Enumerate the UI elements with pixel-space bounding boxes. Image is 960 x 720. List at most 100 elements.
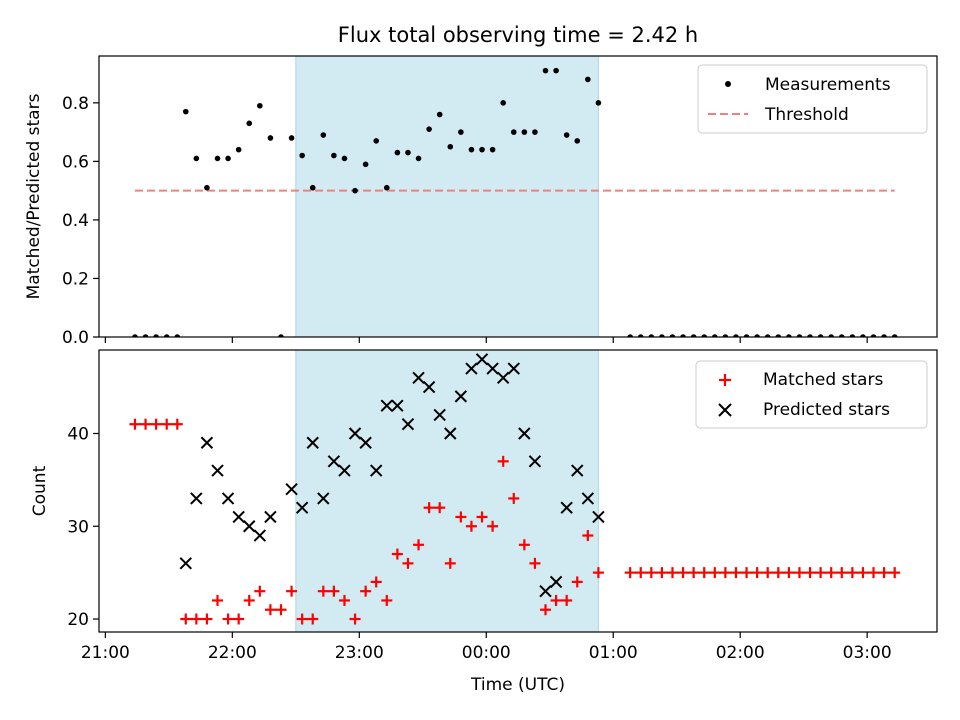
measurement-point <box>362 161 369 168</box>
matched-star-point <box>275 604 287 616</box>
measurement-point <box>331 152 337 159</box>
matched-star-point <box>878 567 890 579</box>
matched-star-point <box>317 585 329 597</box>
measurement-point <box>838 334 845 337</box>
top-y-tick-label: 0.0 <box>62 328 89 348</box>
measurement-point <box>849 334 856 337</box>
measurement-point <box>775 334 782 337</box>
bottom-y-axis-label: Count <box>30 465 50 516</box>
bottom-plot-area <box>129 353 901 625</box>
measurement-point <box>352 187 358 194</box>
matched-star-point <box>476 511 488 523</box>
measurement-point <box>288 135 295 141</box>
measurement-point <box>574 138 581 144</box>
bottom-axes-frame <box>98 349 938 633</box>
predicted-star-point <box>560 501 573 514</box>
matched-star-point <box>140 418 152 430</box>
predicted-star-point <box>295 501 309 514</box>
matched-star-point <box>360 585 372 597</box>
predicted-star-point <box>539 584 552 598</box>
predicted-star-point <box>422 380 436 394</box>
measurement-point <box>394 149 401 156</box>
matched-star-point <box>508 492 520 504</box>
predicted-star-point <box>179 557 192 570</box>
matched-star-point <box>677 567 689 579</box>
x-tick-label: 00:00 <box>462 643 511 663</box>
bottom-observing-band <box>295 349 599 633</box>
measurement-point <box>447 143 454 150</box>
measurement-point <box>648 334 655 337</box>
predicted-star-point <box>571 464 584 477</box>
matched-star-point <box>666 567 678 579</box>
bottom-legend-box <box>695 360 928 429</box>
measurement-point <box>701 334 708 337</box>
matched-star-point <box>709 567 721 579</box>
legend-matched-label: Matched stars <box>763 370 883 390</box>
measurement-point <box>828 334 834 337</box>
matched-star-point <box>413 539 425 551</box>
matched-star-point <box>423 502 435 514</box>
x-tick-label: 21:00 <box>81 643 130 663</box>
matched-star-point <box>635 567 647 579</box>
measurement-point <box>743 334 750 337</box>
matched-star-point <box>391 548 403 560</box>
matched-star-point <box>540 604 552 616</box>
x-tick-label: 22:00 <box>208 643 257 663</box>
legend-predicted-marker <box>718 403 732 417</box>
matched-star-point <box>434 502 446 514</box>
bottom-y-tick-label: 30 <box>67 517 89 537</box>
matched-star-point <box>688 567 700 579</box>
measurement-point <box>214 155 221 162</box>
measurement-point <box>193 155 200 162</box>
predicted-star-point <box>496 371 510 385</box>
measurement-point <box>204 184 210 191</box>
matched-star-point <box>222 613 234 625</box>
matched-star-point <box>793 567 805 579</box>
measurement-point <box>426 126 432 132</box>
measurement-point <box>436 111 443 118</box>
predicted-star-point <box>391 399 404 412</box>
measurement-point <box>764 334 771 337</box>
measurement-point <box>817 334 824 337</box>
x-tick-label: 03:00 <box>843 643 892 663</box>
predicted-star-point <box>370 464 383 477</box>
matched-star-point <box>825 567 837 579</box>
measurement-point <box>489 146 496 153</box>
measurement-point <box>542 67 549 74</box>
chart-title: Flux total observing time = 2.42 h <box>338 23 698 47</box>
bottom-axes: 20 30 40 21:00 22:00 23:00 00:00 01:00 02:00 03:0… <box>67 424 891 663</box>
matched-star-point <box>592 567 604 579</box>
matched-star-point <box>582 530 594 542</box>
matched-star-point <box>171 418 183 430</box>
measurement-point <box>627 334 633 337</box>
measurement-point <box>405 149 411 156</box>
predicted-star-point <box>518 427 531 440</box>
matched-star-point <box>402 557 414 569</box>
matched-star-point <box>656 567 668 579</box>
matched-star-point <box>698 567 710 579</box>
measurement-point <box>680 334 686 337</box>
matched-star-point <box>233 613 245 625</box>
predicted-star-point <box>433 408 446 422</box>
matched-star-point <box>804 567 816 579</box>
bottom-y-tick-label: 20 <box>67 610 89 630</box>
predicted-star-point <box>348 427 362 440</box>
matched-star-point <box>719 567 731 579</box>
predicted-star-point <box>486 362 499 375</box>
measurement-point <box>532 129 538 135</box>
measurement-point <box>415 155 422 162</box>
measurement-point <box>278 334 284 337</box>
top-plot-area <box>132 67 898 337</box>
matched-star-point <box>161 418 173 430</box>
measurement-point <box>299 152 305 159</box>
measurement-point <box>341 155 348 162</box>
predicted-star-point <box>549 575 563 589</box>
matched-star-point <box>624 567 636 579</box>
matched-star-point <box>180 613 192 625</box>
top-panel: 0.00.20.40.60.8 Matched/Predicted stars … <box>24 55 938 348</box>
top-y-tick-label: 0.2 <box>62 269 89 289</box>
matched-star-point <box>529 557 541 569</box>
matched-star-point <box>254 585 266 597</box>
measurement-point <box>257 102 263 109</box>
